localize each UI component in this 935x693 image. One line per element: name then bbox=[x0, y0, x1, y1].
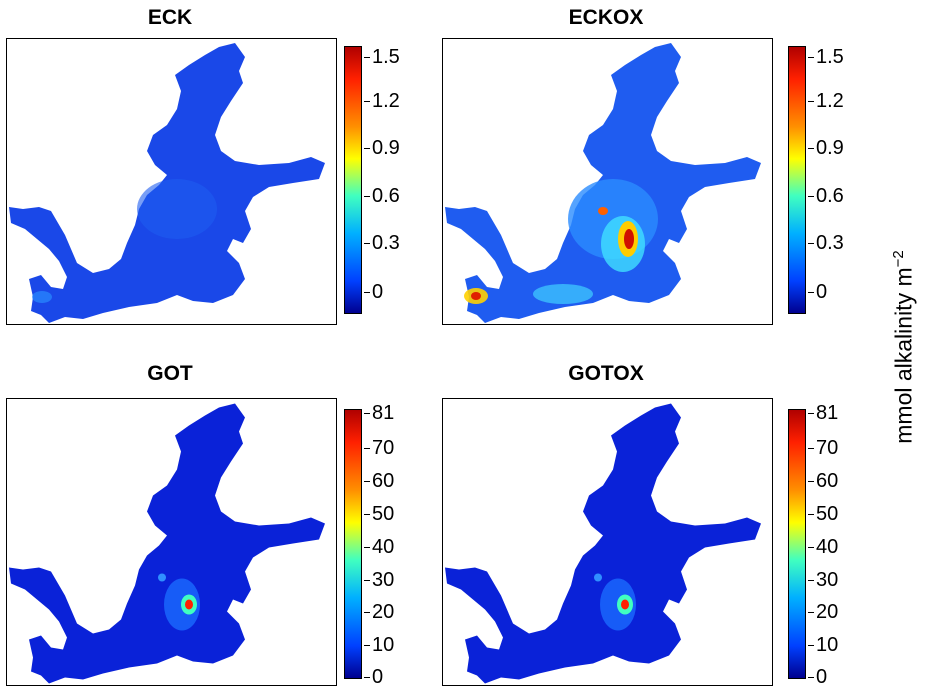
tick-label: 10 bbox=[807, 634, 839, 656]
tick-label: 0 bbox=[807, 281, 828, 303]
unit-label-text: mmol alkalinity m bbox=[890, 267, 917, 444]
tick-label: 50 bbox=[807, 503, 839, 525]
tick-label: 1.5 bbox=[364, 46, 400, 68]
tick-label: 0.9 bbox=[364, 137, 400, 159]
tick-label: 50 bbox=[363, 503, 395, 525]
tick-label: 0.6 bbox=[364, 185, 400, 207]
colorbar-got bbox=[344, 409, 362, 679]
tick-label: 0 bbox=[363, 281, 384, 303]
tick-label: 0.3 bbox=[364, 232, 400, 254]
tick-label: 30 bbox=[807, 569, 839, 591]
tick-label: 0.9 bbox=[808, 137, 844, 159]
colorbar-ticks-eck: 1.5 1.2 0.9 0.6 0.3 0 bbox=[363, 46, 422, 312]
map-eck bbox=[6, 38, 337, 325]
panel-title-eckox: ECKOX bbox=[568, 6, 644, 29]
panel-title-eck: ECK bbox=[147, 6, 193, 29]
map-eckox bbox=[442, 38, 773, 325]
tick-label: 30 bbox=[363, 569, 395, 591]
tick-label: 81 bbox=[363, 402, 395, 424]
colorbar-ticks-got: 81 70 60 50 40 30 20 10 0 bbox=[363, 403, 422, 687]
colorbar-gotox bbox=[788, 409, 806, 679]
tick-label: 60 bbox=[363, 470, 395, 492]
colorbar-ticks-eckox: 1.5 1.2 0.9 0.6 0.3 0 bbox=[807, 46, 866, 312]
tick-label: 70 bbox=[363, 437, 395, 459]
tick-label: 40 bbox=[807, 536, 839, 558]
unit-label-exponent: −2 bbox=[890, 250, 907, 268]
tick-label: 20 bbox=[363, 601, 395, 623]
tick-label: 20 bbox=[807, 601, 839, 623]
unit-label: mmol alkalinity m−2 bbox=[890, 250, 918, 443]
tick-label: 60 bbox=[807, 470, 839, 492]
tick-label: 0.6 bbox=[808, 185, 844, 207]
tick-label: 0 bbox=[363, 666, 384, 688]
map-got bbox=[6, 398, 337, 686]
tick-label: 81 bbox=[807, 402, 839, 424]
tick-label: 1.5 bbox=[808, 46, 844, 68]
tick-label: 0.3 bbox=[808, 232, 844, 254]
colorbar-eckox bbox=[788, 46, 806, 314]
tick-label: 40 bbox=[363, 536, 395, 558]
tick-label: 1.2 bbox=[808, 90, 844, 112]
colorbar-ticks-gotox: 81 70 60 50 40 30 20 10 0 bbox=[807, 403, 866, 687]
tick-label: 1.2 bbox=[364, 90, 400, 112]
panel-title-got: GOT bbox=[147, 362, 193, 385]
tick-label: 10 bbox=[363, 634, 395, 656]
panel-title-gotox: GOTOX bbox=[568, 362, 644, 385]
tick-label: 70 bbox=[807, 437, 839, 459]
colorbar-eck bbox=[344, 46, 362, 314]
map-gotox bbox=[442, 398, 773, 686]
tick-label: 0 bbox=[807, 666, 828, 688]
